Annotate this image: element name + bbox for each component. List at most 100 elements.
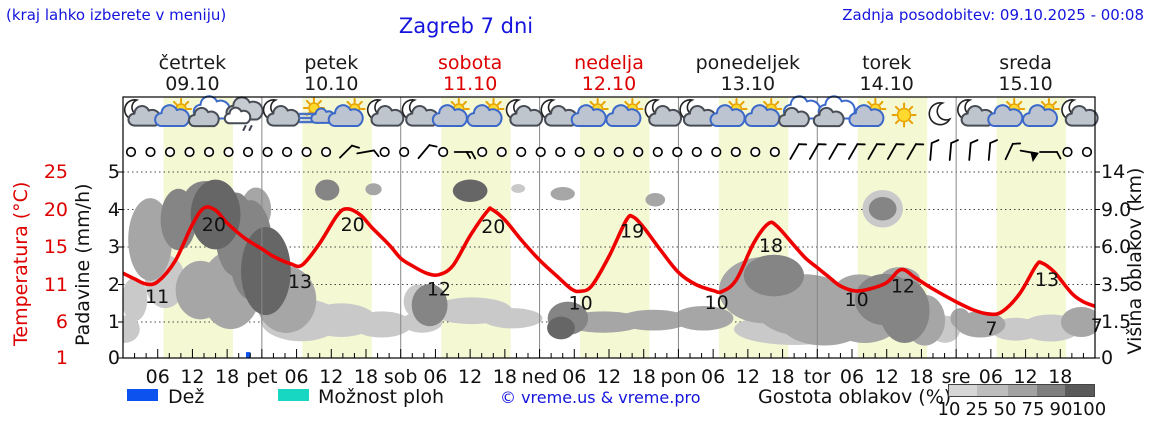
day-date: 13.10: [720, 73, 776, 95]
wind-calm-icon: [594, 146, 605, 158]
cloud-blob: [365, 183, 382, 196]
curve-temp-label: 13: [1035, 269, 1059, 291]
wind-calm-icon: [125, 146, 137, 158]
weather-icon-moon-cloud: [262, 99, 301, 127]
curve-temp-label: 7: [985, 318, 997, 340]
wind-calm-icon: [164, 146, 176, 158]
wind-barb-icon: [948, 139, 959, 161]
wind-barb-icon: [847, 143, 866, 160]
day-name: četrtek: [158, 52, 227, 74]
cloud-scale-segment: [977, 384, 1008, 397]
cloud-scale-segment: [1037, 384, 1065, 397]
time-label: 12: [1013, 366, 1038, 388]
cloud-scale-segment: [948, 384, 977, 397]
wind-calm-icon: [321, 146, 332, 158]
cloud-blob: [673, 305, 734, 331]
km-tick-label: 3.5: [1101, 273, 1132, 296]
curve-temp-label: 7: [1091, 315, 1103, 337]
wind-calm-icon: [1062, 146, 1073, 158]
cloud-scale-segment: [1065, 384, 1095, 397]
wind-calm-icon: [145, 146, 156, 158]
time-label: 06: [701, 366, 726, 388]
temperature-curve: [123, 205, 1095, 317]
wind-barb-icon: [867, 143, 886, 160]
cloud-scale-value: 75: [1021, 399, 1045, 420]
day-abbr-label: ned: [521, 366, 558, 388]
rain-legend-label: Dež: [168, 386, 205, 408]
time-label: 12: [180, 366, 205, 388]
cloud-blob: [1060, 307, 1095, 337]
day-name: nedelja: [574, 52, 644, 74]
cloud-blob: [190, 179, 241, 250]
wind-calm-icon: [750, 146, 761, 158]
wind-calm-icon: [555, 146, 566, 158]
weather-icon-sun-cloud: [327, 98, 366, 128]
cloud-blob: [351, 311, 412, 338]
cloud-blob: [482, 308, 543, 329]
km-tick-label: 9.0: [1101, 198, 1132, 221]
precip-tick-label: 0: [107, 347, 120, 369]
day-name: ponedeljek: [695, 52, 801, 74]
weather-icon-moon-cloud: [366, 99, 405, 127]
wind-calm-icon: [203, 146, 215, 158]
time-label: 12: [874, 366, 899, 388]
wind-barb-icon: [1004, 142, 1022, 161]
curve-temp-label: 10: [845, 289, 869, 311]
day-date: 09.10: [165, 73, 220, 95]
precip-tick-label: 4: [107, 198, 120, 221]
weather-icon-sun-cloud: [431, 98, 470, 128]
rain-bar: [245, 352, 251, 358]
weather-icon-sun: [891, 102, 917, 128]
wind-calm-icon: [769, 146, 780, 158]
temp-tick-label: 15: [43, 236, 68, 258]
time-label: 12: [596, 366, 622, 388]
daytime-band: [996, 97, 1067, 358]
curve-temp-label: 12: [891, 275, 915, 297]
time-label: 18: [1048, 366, 1073, 388]
wind-calm-icon: [535, 146, 546, 158]
weather-icon-sun-cloud: [848, 98, 887, 128]
copyright-link[interactable]: © vreme.us & vreme.pro: [500, 388, 701, 407]
cloud-scale-border: [948, 384, 1095, 397]
wind-calm-icon: [399, 146, 410, 158]
cloud-blob: [411, 283, 448, 327]
weather-icon-moon-cloud: [401, 99, 440, 127]
time-label: 12: [319, 366, 344, 388]
wind-calm-icon: [281, 146, 293, 158]
wind-barb-icon: [808, 143, 827, 160]
wind-calm-icon: [691, 146, 702, 158]
wind-barb-icon: [828, 143, 847, 160]
wind-calm-icon: [242, 146, 254, 158]
time-label: 18: [215, 366, 240, 388]
temp-tick-label: 6: [55, 311, 68, 333]
day-abbr-label: sob: [383, 366, 418, 388]
weather-icon-clouds: [812, 95, 856, 128]
wind-calm-icon: [301, 146, 312, 158]
day-date: 11.10: [442, 73, 498, 95]
wind-barb-icon: [1039, 151, 1062, 160]
weather-icon-moon: [928, 102, 952, 126]
wind-calm-icon: [613, 146, 624, 158]
precip-tick-label: 5: [107, 161, 120, 183]
cloud-blob: [743, 254, 804, 297]
precip-tick-label: 3: [107, 236, 120, 258]
cloud-scale-value: 10: [937, 399, 961, 420]
cloud-blob: [241, 226, 291, 316]
page-title: Zagreb 7 dni: [398, 14, 534, 38]
weather-icon-moon-cloud: [644, 99, 683, 127]
day-name: sobota: [437, 52, 503, 74]
wind-calm-icon: [184, 146, 195, 158]
wind-barb-icon: [417, 144, 438, 160]
km-tick-label: 6.0: [1101, 236, 1132, 258]
curve-temp-label: 10: [705, 292, 729, 314]
cloud-density-label: Gostota oblakov (%): [758, 386, 952, 408]
time-label: 06: [978, 366, 1003, 388]
cloud-blob: [618, 309, 689, 331]
cloud-blob: [511, 184, 526, 193]
time-label: 12: [458, 366, 483, 388]
wind-calm-icon: [633, 146, 644, 158]
weather-icon-sun-cloud: [466, 98, 505, 128]
time-label: 06: [562, 366, 587, 388]
wind-calm-icon: [574, 146, 585, 158]
